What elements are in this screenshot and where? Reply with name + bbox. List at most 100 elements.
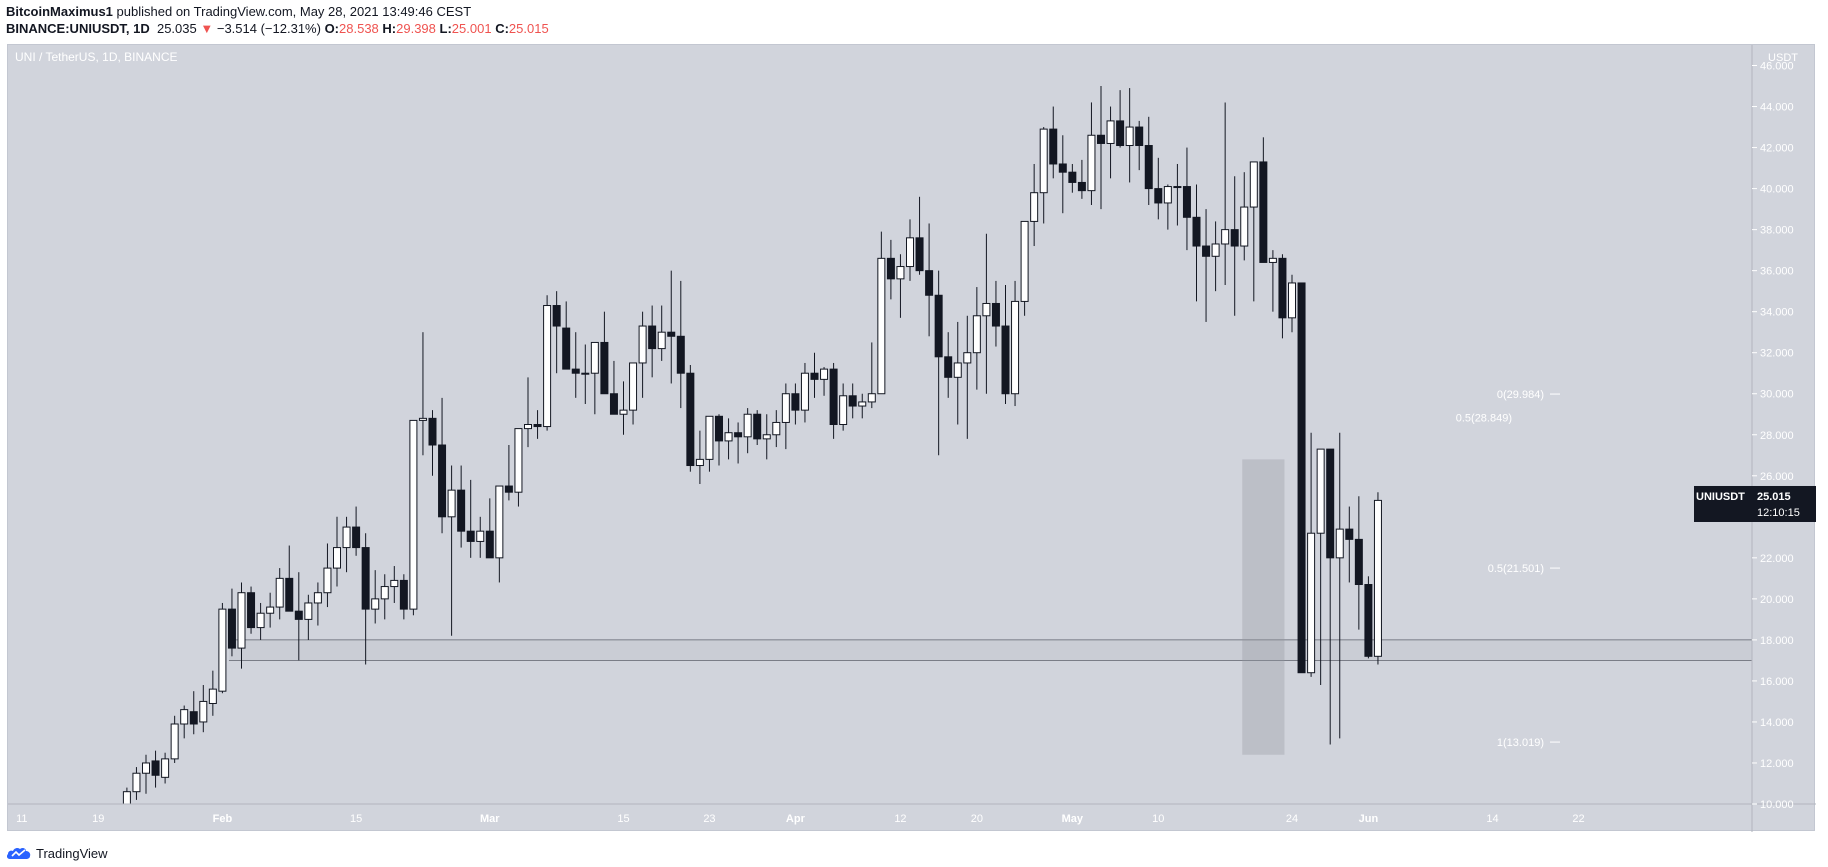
candle [447, 465, 456, 636]
candle-body [858, 401, 867, 407]
candle [1268, 250, 1277, 312]
footer-brand[interactable]: TradingView [36, 845, 108, 861]
candle-body [114, 808, 121, 818]
candle [256, 602, 265, 640]
candle-body [800, 372, 809, 411]
candle-body [934, 294, 943, 358]
price-tick-label: 34.000 [1760, 307, 1794, 319]
candle-body [657, 331, 666, 350]
candle-body [1230, 229, 1239, 247]
candle-body [1144, 145, 1153, 190]
candle [227, 588, 236, 657]
candle [418, 332, 427, 456]
candle [237, 582, 246, 669]
candle-body [1020, 220, 1029, 302]
candle-body [743, 413, 752, 438]
candle-body [1278, 257, 1287, 319]
candle-body [1335, 528, 1344, 559]
candle-body [1326, 448, 1335, 559]
candle-body [648, 325, 657, 350]
candle-body [1058, 163, 1067, 173]
candle [247, 586, 256, 634]
candle-body [1116, 120, 1125, 147]
candle-body [724, 432, 733, 442]
candle-body [1249, 161, 1258, 208]
candle [514, 428, 523, 507]
price-tick-label: 16.000 [1760, 676, 1794, 688]
time-tick-label: Jun [1359, 813, 1379, 825]
candle [285, 545, 294, 612]
low-value: 25.001 [451, 21, 492, 36]
candle [1278, 254, 1287, 339]
author-name[interactable]: BitcoinMaximus1 [6, 4, 113, 19]
time-tick-label: 24 [1286, 813, 1298, 825]
candle [1077, 159, 1086, 199]
candle [982, 233, 991, 394]
candle-body [1373, 499, 1382, 657]
candle [1354, 496, 1363, 630]
candle-body [409, 419, 418, 610]
candle-body [514, 428, 523, 493]
price-tick-label: 32.000 [1760, 348, 1794, 360]
candle [877, 231, 886, 395]
time-tick-label: 23 [703, 813, 715, 825]
candle-body [380, 586, 389, 600]
candle [199, 685, 208, 733]
candle-body [1039, 128, 1048, 194]
candle [686, 365, 695, 472]
candle-body [371, 598, 380, 610]
price-tick-label: 40.000 [1760, 184, 1794, 196]
candle [1058, 135, 1067, 214]
candle [934, 270, 943, 456]
candle-body [886, 257, 895, 280]
highlight-box [1242, 459, 1285, 755]
candle-body [104, 820, 111, 824]
price-tag-box [1694, 485, 1816, 522]
candle [1230, 176, 1239, 316]
candle-body [476, 530, 485, 542]
candle [896, 254, 905, 318]
candle-body [1068, 171, 1077, 183]
open-value: 28.538 [339, 21, 379, 36]
fib-level-label: 1(13.019) [1497, 737, 1544, 749]
candle-body [95, 825, 102, 832]
candle-body [543, 305, 552, 428]
candle [648, 305, 657, 378]
price-chart[interactable]: 0(29.984) 0.5(28.849) 0.5(21.501) 1(13.019)… [8, 45, 1816, 832]
candle-body [562, 327, 571, 370]
candle [820, 367, 829, 396]
candle [1221, 102, 1230, 286]
candle-body [122, 791, 131, 804]
time-tick-label: 20 [971, 813, 983, 825]
candle [1373, 492, 1382, 665]
candle [409, 419, 418, 616]
price-tag-value: 25.015 [1757, 491, 1791, 503]
chart-frame[interactable]: 0(29.984) 0.5(28.849) 0.5(21.501) 1(13.019)… [7, 44, 1816, 832]
candle-body [638, 325, 647, 364]
candle [1297, 282, 1306, 674]
candle [161, 752, 170, 784]
candle [1163, 184, 1172, 230]
candle [1001, 285, 1010, 404]
candle [189, 691, 198, 735]
candle-body [590, 341, 599, 374]
candle [476, 516, 485, 558]
candle-body [1125, 126, 1134, 147]
candle [972, 287, 981, 390]
candle [399, 574, 408, 620]
footer: TradingView [6, 845, 108, 861]
candle-body [208, 688, 217, 704]
candle-body [915, 237, 924, 272]
fib-level-label: 0(29.984) [1497, 389, 1544, 401]
candle [132, 767, 141, 800]
candle-body [390, 579, 399, 588]
candle-body [1001, 325, 1010, 395]
candle [1182, 147, 1191, 251]
symbol-label: BINANCE:UNIUSDT, 1D [6, 21, 150, 36]
candle-body [447, 489, 456, 518]
candle-body [896, 266, 905, 280]
candle-body [485, 530, 494, 559]
time-tick-label: 15 [350, 813, 362, 825]
candle [676, 280, 685, 409]
candle [428, 410, 437, 476]
